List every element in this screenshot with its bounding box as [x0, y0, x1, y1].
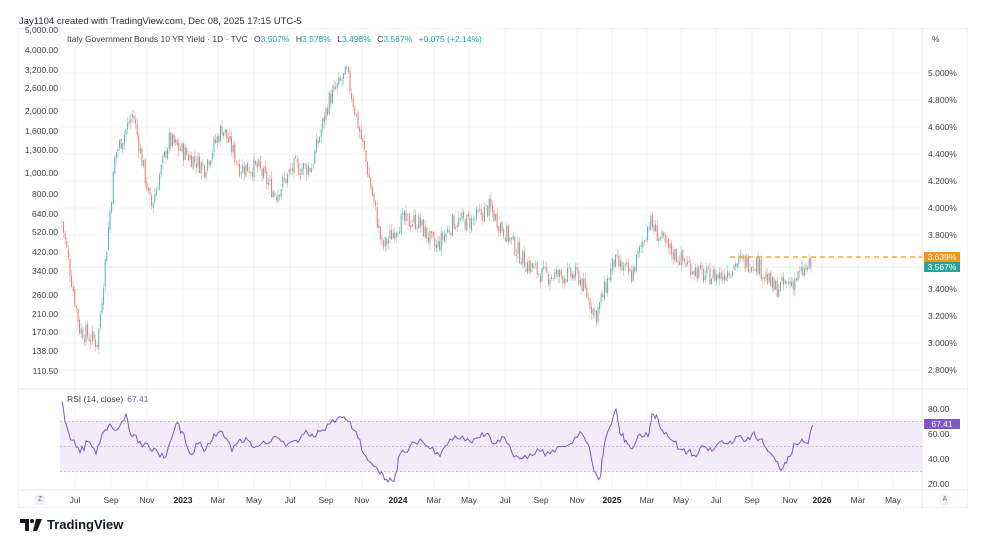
time-axis-label: 2025 [602, 495, 622, 505]
time-axis-label: Jul [69, 495, 81, 505]
axis-unit: % [932, 34, 940, 44]
time-axis-label: May [884, 495, 902, 505]
left-axis-label: 260.00 [32, 290, 58, 300]
left-axis-label: 170.00 [32, 327, 58, 337]
last-price-tag: 3.567% [924, 262, 960, 272]
time-axis-label: Jul [284, 495, 296, 505]
time-axis-label: 2026 [812, 495, 832, 505]
right-axis-label: 4.800% [928, 95, 957, 105]
auto-scale-button[interactable]: A [939, 494, 951, 506]
right-axis-label: 4.000% [928, 203, 957, 213]
right-axis-label: 3.800% [928, 230, 957, 240]
left-axis-label: 110.50 [32, 366, 58, 376]
alert-price-tag: 3.639% [924, 252, 960, 262]
open-value: 3.507% [260, 34, 290, 44]
time-axis-label: Mar [210, 495, 226, 505]
right-axis-label: 3.400% [928, 284, 957, 294]
left-axis-label: 800.00 [32, 189, 58, 199]
rsi-value-tag: 67.41 [924, 419, 960, 429]
rsi-axis-label: 80.00 [928, 404, 950, 414]
logo-text: TradingView [47, 517, 124, 532]
left-axis-label: 5,000.00 [24, 25, 58, 35]
right-axis-label: 4.200% [928, 176, 957, 186]
right-axis-label: 2.800% [928, 365, 957, 375]
time-axis-label: Jul [710, 495, 722, 505]
right-axis-label: 4.400% [928, 149, 957, 159]
time-axis-label: Nov [139, 495, 155, 505]
left-axis-label: 210.00 [32, 309, 58, 319]
left-axis-label: 340.00 [32, 266, 58, 276]
time-axis-label: Sep [533, 495, 549, 505]
low-value: 3.498% [341, 34, 371, 44]
left-axis-label: 4,000.00 [24, 45, 58, 55]
rsi-value: 67.41 [127, 394, 149, 404]
time-axis-label: May [460, 495, 478, 505]
time-axis-label: Nov [569, 495, 585, 505]
time-axis-label: 2024 [388, 495, 408, 505]
symbol-legend: Italy Government Bonds 10 YR Yield · 1D … [67, 34, 482, 44]
rsi-legend: RSI (14, close) 67.41 [67, 394, 149, 404]
left-axis-label: 2,600.00 [24, 83, 58, 93]
right-axis-label: 3.200% [928, 311, 957, 321]
time-axis-label: Nov [354, 495, 370, 505]
time-axis-label: Mar [639, 495, 655, 505]
rsi-title: RSI (14, close) [67, 394, 124, 404]
zoom-reset-button[interactable]: Z [34, 494, 46, 506]
left-axis-label: 420.00 [32, 247, 58, 257]
time-axis-label: Sep [103, 495, 119, 505]
right-axis-label: 5.000% [928, 68, 957, 78]
left-axis-label: 640.00 [32, 209, 58, 219]
rsi-axis-label: 60.00 [928, 429, 950, 439]
time-axis-label: Jul [499, 495, 511, 505]
watermark: Jay1104 created with TradingView.com, De… [19, 16, 302, 27]
chart-frame [18, 28, 968, 508]
left-axis-label: 2,000.00 [24, 106, 58, 116]
change-value: +0.075 (+2.14%) [418, 34, 482, 44]
rsi-axis-label: 40.00 [928, 454, 950, 464]
left-axis-label: 138.00 [32, 346, 58, 356]
left-axis-label: 3,200.00 [24, 65, 58, 75]
tradingview-logo-icon [20, 518, 42, 531]
left-axis-label: 520.00 [32, 227, 58, 237]
time-axis-label: May [672, 495, 690, 505]
symbol-title: Italy Government Bonds 10 YR Yield · 1D … [67, 34, 248, 44]
time-axis-label: Mar [850, 495, 866, 505]
high-value: 3.578% [302, 34, 331, 44]
right-axis-label: 3.000% [928, 338, 957, 348]
rsi-axis-label: 20.00 [928, 479, 950, 489]
left-axis-label: 1,600.00 [24, 126, 58, 136]
time-axis-label: 2023 [173, 495, 193, 505]
close-value: 3.567% [383, 34, 413, 44]
tradingview-logo: TradingView [20, 517, 123, 532]
time-axis-label: Sep [318, 495, 334, 505]
time-axis-label: May [245, 495, 263, 505]
left-axis-label: 1,000.00 [24, 168, 58, 178]
time-axis-label: Nov [782, 495, 798, 505]
right-axis-label: 4.600% [928, 122, 957, 132]
time-axis-label: Mar [426, 495, 442, 505]
time-axis-label: Sep [744, 495, 760, 505]
left-axis-label: 1,300.00 [24, 145, 58, 155]
